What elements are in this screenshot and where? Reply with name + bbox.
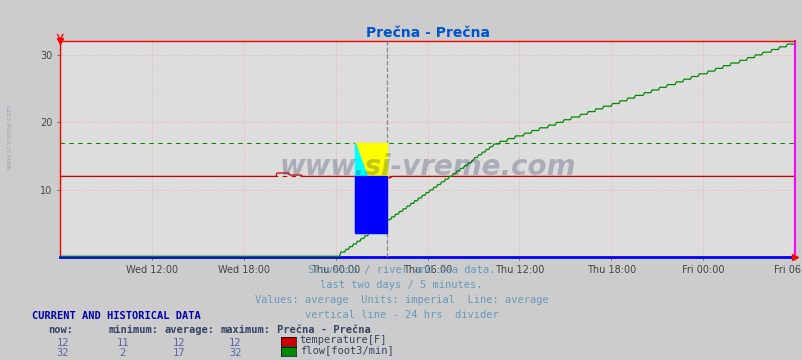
Text: 12: 12 — [172, 338, 185, 348]
Polygon shape — [354, 176, 387, 233]
Text: Values: average  Units: imperial  Line: average: Values: average Units: imperial Line: av… — [254, 295, 548, 305]
Text: last two days / 5 minutes.: last two days / 5 minutes. — [320, 280, 482, 290]
Title: Prečna - Prečna: Prečna - Prečna — [365, 26, 489, 40]
Text: flow[foot3/min]: flow[foot3/min] — [299, 346, 393, 356]
Text: www.si-vreme.com: www.si-vreme.com — [6, 104, 12, 170]
Polygon shape — [354, 143, 387, 233]
Text: Prečna - Prečna: Prečna - Prečna — [277, 325, 371, 335]
Text: 12: 12 — [56, 338, 69, 348]
Text: now:: now: — [48, 325, 73, 335]
Text: average:: average: — [164, 325, 214, 335]
Text: maximum:: maximum: — [221, 325, 270, 335]
Text: 12: 12 — [229, 338, 241, 348]
Text: www.si-vreme.com: www.si-vreme.com — [279, 153, 575, 181]
Text: 32: 32 — [56, 348, 69, 359]
Text: 17: 17 — [172, 348, 185, 359]
Text: vertical line - 24 hrs  divider: vertical line - 24 hrs divider — [304, 310, 498, 320]
Text: Slovenia / river and sea data.: Slovenia / river and sea data. — [307, 265, 495, 275]
Text: 11: 11 — [116, 338, 129, 348]
Polygon shape — [354, 143, 387, 233]
Text: 2: 2 — [119, 348, 126, 359]
Text: minimum:: minimum: — [108, 325, 158, 335]
Text: CURRENT AND HISTORICAL DATA: CURRENT AND HISTORICAL DATA — [32, 311, 200, 321]
Text: temperature[F]: temperature[F] — [299, 335, 387, 345]
Text: 32: 32 — [229, 348, 241, 359]
